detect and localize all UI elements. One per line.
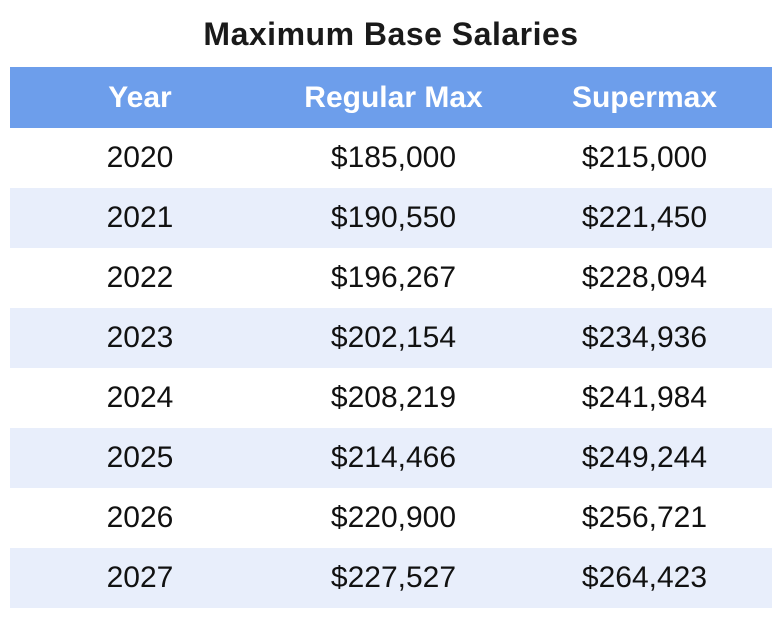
year-cell: 2023 — [10, 308, 270, 368]
supermax-cell: $221,450 — [517, 188, 772, 248]
column-header-supermax: Supermax — [517, 67, 772, 128]
table-row: 2026 $220,900 $256,721 — [10, 488, 772, 548]
regular-max-cell: $190,550 — [270, 188, 517, 248]
supermax-cell: $249,244 — [517, 428, 772, 488]
regular-max-cell: $196,267 — [270, 248, 517, 308]
supermax-cell: $256,721 — [517, 488, 772, 548]
regular-max-cell: $185,000 — [270, 128, 517, 188]
year-cell: 2025 — [10, 428, 270, 488]
regular-max-cell: $202,154 — [270, 308, 517, 368]
regular-max-cell: $220,900 — [270, 488, 517, 548]
year-cell: 2022 — [10, 248, 270, 308]
table-row: 2020 $185,000 $215,000 — [10, 128, 772, 188]
year-cell: 2024 — [10, 368, 270, 428]
table-row: 2023 $202,154 $234,936 — [10, 308, 772, 368]
supermax-cell: $228,094 — [517, 248, 772, 308]
supermax-cell: $234,936 — [517, 308, 772, 368]
column-header-regular-max: Regular Max — [270, 67, 517, 128]
table-row: 2022 $196,267 $228,094 — [10, 248, 772, 308]
supermax-cell: $215,000 — [517, 128, 772, 188]
table-row: 2025 $214,466 $249,244 — [10, 428, 772, 488]
supermax-cell: $264,423 — [517, 548, 772, 608]
year-cell: 2021 — [10, 188, 270, 248]
header-row: Year Regular Max Supermax — [10, 67, 772, 128]
column-header-year: Year — [10, 67, 270, 128]
table-row: 2021 $190,550 $221,450 — [10, 188, 772, 248]
year-cell: 2020 — [10, 128, 270, 188]
regular-max-cell: $227,527 — [270, 548, 517, 608]
salary-table: Year Regular Max Supermax 2020 $185,000 … — [10, 67, 772, 608]
regular-max-cell: $214,466 — [270, 428, 517, 488]
year-cell: 2026 — [10, 488, 270, 548]
regular-max-cell: $208,219 — [270, 368, 517, 428]
page-title: Maximum Base Salaries — [203, 16, 579, 52]
year-cell: 2027 — [10, 548, 270, 608]
table-row: 2027 $227,527 $264,423 — [10, 548, 772, 608]
table-row: 2024 $208,219 $241,984 — [10, 368, 772, 428]
supermax-cell: $241,984 — [517, 368, 772, 428]
